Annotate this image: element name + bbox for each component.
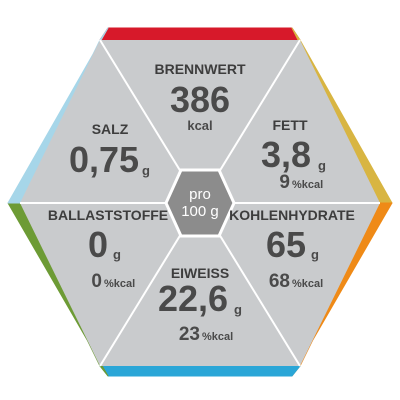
salz-label: SALZ xyxy=(92,121,129,137)
brennwert-value: 386 xyxy=(170,79,230,120)
center-hexagon xyxy=(164,168,236,238)
brennwert-border xyxy=(99,27,301,41)
kohlenhydrate-panel xyxy=(200,203,380,366)
salz-panel xyxy=(20,40,200,203)
eiweiss-panel xyxy=(100,203,300,366)
brennwert-unit: kcal xyxy=(187,118,212,133)
ballaststoffe-value: 0 xyxy=(88,224,108,265)
fett-pct-unit: %kcal xyxy=(292,179,323,191)
ballaststoffe-label: BALLASTSTOFFE xyxy=(48,207,168,223)
ballaststoffe-unit: g xyxy=(113,247,121,262)
fett-pct: 9 xyxy=(279,172,290,193)
center-line-2: 100 g xyxy=(181,203,219,220)
eiweiss-value: 22,6 xyxy=(158,278,228,319)
ballaststoffe-pct: 0 xyxy=(91,271,102,292)
brennwert-panel xyxy=(100,40,300,203)
eiweiss-label: EIWEISS xyxy=(171,265,229,281)
salz-unit: g xyxy=(142,163,150,178)
eiweiss-pct: 23 xyxy=(179,324,200,345)
fett-unit: g xyxy=(318,158,326,173)
kohlenhydrate-label: KOHLENHYDRATE xyxy=(229,207,355,223)
kohlenhydrate-pct: 68 xyxy=(269,271,290,292)
brennwert-label: BRENNWERT xyxy=(155,61,246,77)
kohlenhydrate-pct-unit: %kcal xyxy=(292,278,323,290)
center-line-1: pro xyxy=(189,186,211,203)
fett-label: FETT xyxy=(273,117,308,133)
ballaststoffe-pct-unit: %kcal xyxy=(104,278,135,290)
ballaststoffe-panel xyxy=(20,203,200,366)
eiweiss-border xyxy=(99,365,301,377)
kohlenhydrate-value: 65 xyxy=(266,224,306,265)
eiweiss-unit: g xyxy=(234,302,242,317)
kohlenhydrate-unit: g xyxy=(311,247,319,262)
fett-panel xyxy=(200,40,380,203)
eiweiss-pct-unit: %kcal xyxy=(202,331,233,343)
fett-value: 3,8 xyxy=(261,134,311,175)
salz-value: 0,75 xyxy=(69,139,139,180)
